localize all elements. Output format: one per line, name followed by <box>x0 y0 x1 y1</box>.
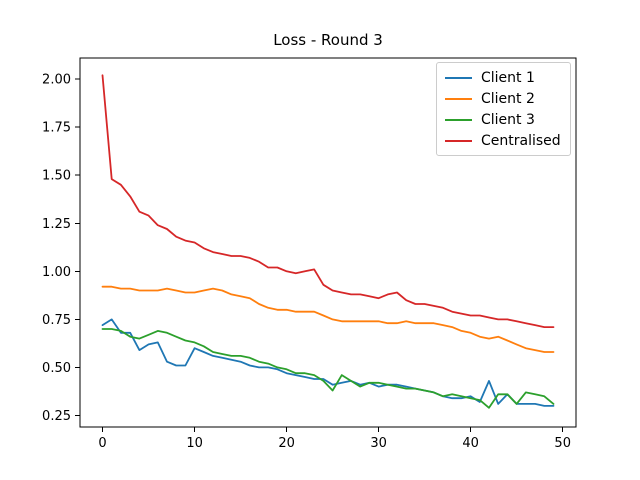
y-tick-label: 0.25 <box>42 409 71 424</box>
chart-title: Loss - Round 3 <box>273 31 383 49</box>
axes-spines <box>79 57 577 428</box>
x-tick-label: 20 <box>278 436 295 451</box>
legend-item: Centralised <box>445 130 561 151</box>
y-tick-label: 1.50 <box>42 169 71 184</box>
legend-item: Client 3 <box>445 109 561 130</box>
legend-item: Client 2 <box>445 88 561 109</box>
y-tick-label: 2.00 <box>42 73 71 88</box>
series-line-client-3 <box>101 328 555 409</box>
y-tick-label: 0.75 <box>42 313 71 328</box>
x-tick-label: 30 <box>370 436 387 451</box>
x-tick-label: 40 <box>462 436 479 451</box>
series-line-client-2 <box>101 285 555 353</box>
x-tick-label: 10 <box>186 436 203 451</box>
legend-line-sample <box>445 76 472 79</box>
x-tick-label: 0 <box>98 436 106 451</box>
legend-label: Client 3 <box>481 111 535 128</box>
legend-line-sample <box>445 118 472 121</box>
legend-line-sample <box>445 139 472 142</box>
legend: Client 1 Client 2 Client 3 Centralised <box>436 62 571 156</box>
legend-label: Centralised <box>481 132 561 149</box>
legend-item: Client 1 <box>445 67 561 88</box>
legend-line-sample <box>445 97 472 100</box>
series-line-client-1 <box>101 318 555 407</box>
y-tick-label: 1.00 <box>42 265 71 280</box>
series-line-centralised <box>101 74 555 329</box>
x-tick-label: 50 <box>554 436 571 451</box>
y-tick-label: 1.25 <box>42 217 71 232</box>
y-tick-label: 1.75 <box>42 121 71 136</box>
legend-label: Client 1 <box>481 69 535 86</box>
y-tick-label: 0.50 <box>42 361 71 376</box>
legend-label: Client 2 <box>481 90 535 107</box>
